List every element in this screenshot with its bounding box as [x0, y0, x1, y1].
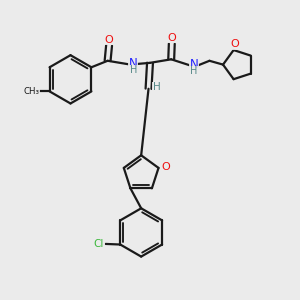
Text: O: O: [230, 39, 239, 49]
Text: N: N: [129, 57, 137, 70]
Text: H: H: [130, 65, 137, 75]
Text: Cl: Cl: [94, 238, 104, 249]
Text: O: O: [167, 33, 176, 43]
Text: O: O: [105, 34, 113, 45]
Text: O: O: [161, 162, 170, 172]
Text: N: N: [190, 58, 199, 71]
Text: H: H: [190, 66, 198, 76]
Text: CH₃: CH₃: [24, 87, 40, 96]
Text: H: H: [153, 82, 161, 92]
